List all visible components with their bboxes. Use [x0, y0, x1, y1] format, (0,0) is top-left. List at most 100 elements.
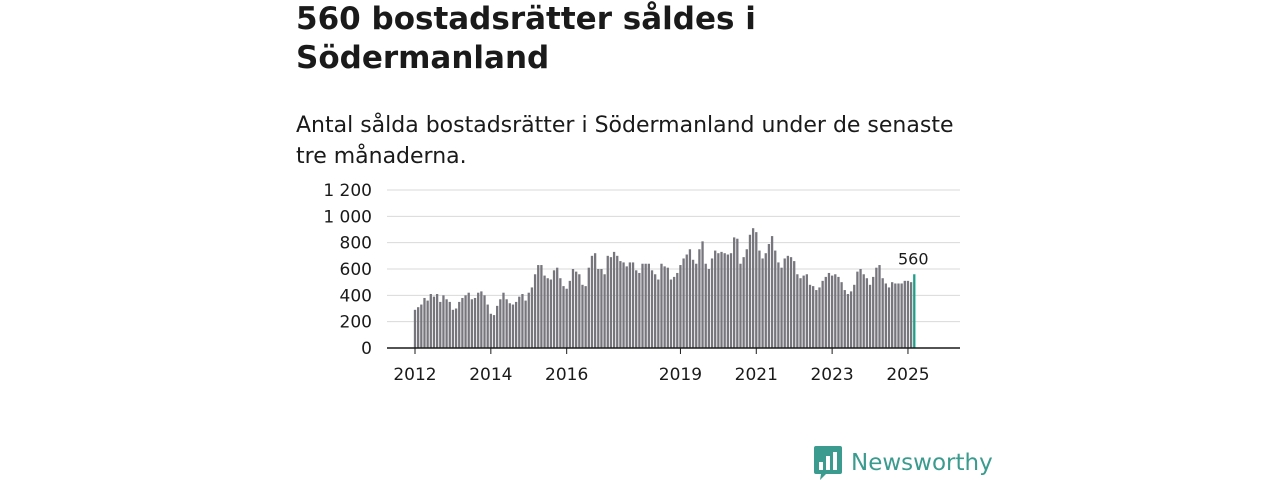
- bar: [859, 269, 862, 348]
- bar: [464, 295, 467, 348]
- bar: [502, 292, 505, 348]
- bar: [780, 267, 783, 348]
- bar: [590, 255, 594, 348]
- bar: [843, 290, 846, 348]
- bar: [654, 274, 657, 348]
- bar: [758, 250, 761, 348]
- bar: [846, 294, 850, 348]
- bar: [906, 280, 910, 348]
- bar: [897, 283, 900, 348]
- bar: [796, 274, 799, 348]
- brand-logo[interactable]: Newsworthy: [814, 446, 993, 480]
- bar: [571, 269, 575, 348]
- bar: [429, 294, 432, 348]
- bar: [445, 299, 448, 348]
- bar: [669, 279, 673, 348]
- bar: [903, 280, 906, 348]
- bar: [454, 308, 458, 348]
- x-tick-label: 2016: [545, 365, 588, 385]
- bar: [483, 295, 486, 348]
- y-tick-label: 0: [361, 339, 372, 359]
- bar: [556, 267, 559, 348]
- bar: [448, 301, 451, 348]
- bar: [619, 261, 622, 348]
- bar: [480, 291, 483, 348]
- bar: [742, 257, 745, 348]
- bar: [413, 309, 417, 348]
- bar: [606, 255, 609, 348]
- bar: [751, 228, 755, 348]
- bar: [533, 274, 537, 348]
- bar: [872, 276, 875, 348]
- bar: [827, 272, 831, 348]
- bar: [609, 257, 613, 348]
- bar: [657, 279, 660, 348]
- bar: [789, 257, 793, 348]
- bar: [802, 275, 805, 348]
- bar: [660, 263, 663, 348]
- bar: [849, 291, 853, 348]
- bar: [701, 241, 704, 348]
- bar: [717, 253, 720, 348]
- bar: [565, 288, 568, 348]
- bar: [635, 270, 638, 348]
- bar: [505, 299, 508, 348]
- bar: [682, 258, 685, 348]
- x-tick-label: 2021: [735, 365, 778, 385]
- bar: [473, 297, 477, 348]
- bar: [499, 299, 502, 348]
- bar: [736, 238, 739, 348]
- x-tick-label: 2012: [393, 365, 436, 385]
- bar: [837, 276, 840, 348]
- bar: [688, 249, 692, 348]
- bar: [593, 253, 597, 348]
- y-tick-label: 400: [340, 286, 372, 306]
- bar: [492, 315, 496, 348]
- bar: [856, 271, 859, 348]
- bar: [420, 304, 423, 348]
- bar: [739, 263, 742, 348]
- bar: [707, 269, 711, 348]
- bar: [783, 258, 786, 348]
- bar: [685, 254, 688, 348]
- bar: [530, 287, 534, 348]
- bar: [584, 286, 587, 348]
- bar: [426, 300, 429, 348]
- bar: [647, 263, 650, 348]
- bar: [881, 278, 884, 348]
- bar: [745, 249, 748, 348]
- bar: [691, 259, 695, 348]
- bar: [435, 294, 439, 348]
- bar: [710, 258, 714, 348]
- bar: [808, 284, 812, 348]
- bar: [891, 282, 894, 348]
- bar: [616, 255, 619, 348]
- bar: [887, 287, 891, 348]
- bar: [432, 296, 436, 348]
- y-tick-label: 600: [340, 260, 372, 280]
- bar: [546, 278, 549, 348]
- bar: [862, 274, 865, 348]
- bar: [600, 269, 603, 348]
- x-axis-ticks: 2012 2014 2016 2019 2021 2023 2025: [393, 348, 930, 385]
- bar: [748, 234, 752, 348]
- bar: [726, 254, 729, 348]
- bar: [812, 286, 815, 348]
- bar: [489, 313, 492, 348]
- bar: [477, 292, 480, 348]
- bar: [818, 287, 821, 348]
- bar: [830, 275, 834, 348]
- bar: [767, 243, 771, 348]
- bar: [549, 279, 553, 348]
- bar: [625, 266, 628, 348]
- bar: [786, 255, 790, 348]
- bar: [824, 276, 827, 348]
- bar: [439, 301, 442, 348]
- bar: [540, 265, 543, 348]
- bar: [868, 284, 872, 348]
- bar: [793, 261, 796, 348]
- bar: [597, 269, 600, 348]
- bar: [884, 283, 887, 348]
- bar: [467, 292, 470, 348]
